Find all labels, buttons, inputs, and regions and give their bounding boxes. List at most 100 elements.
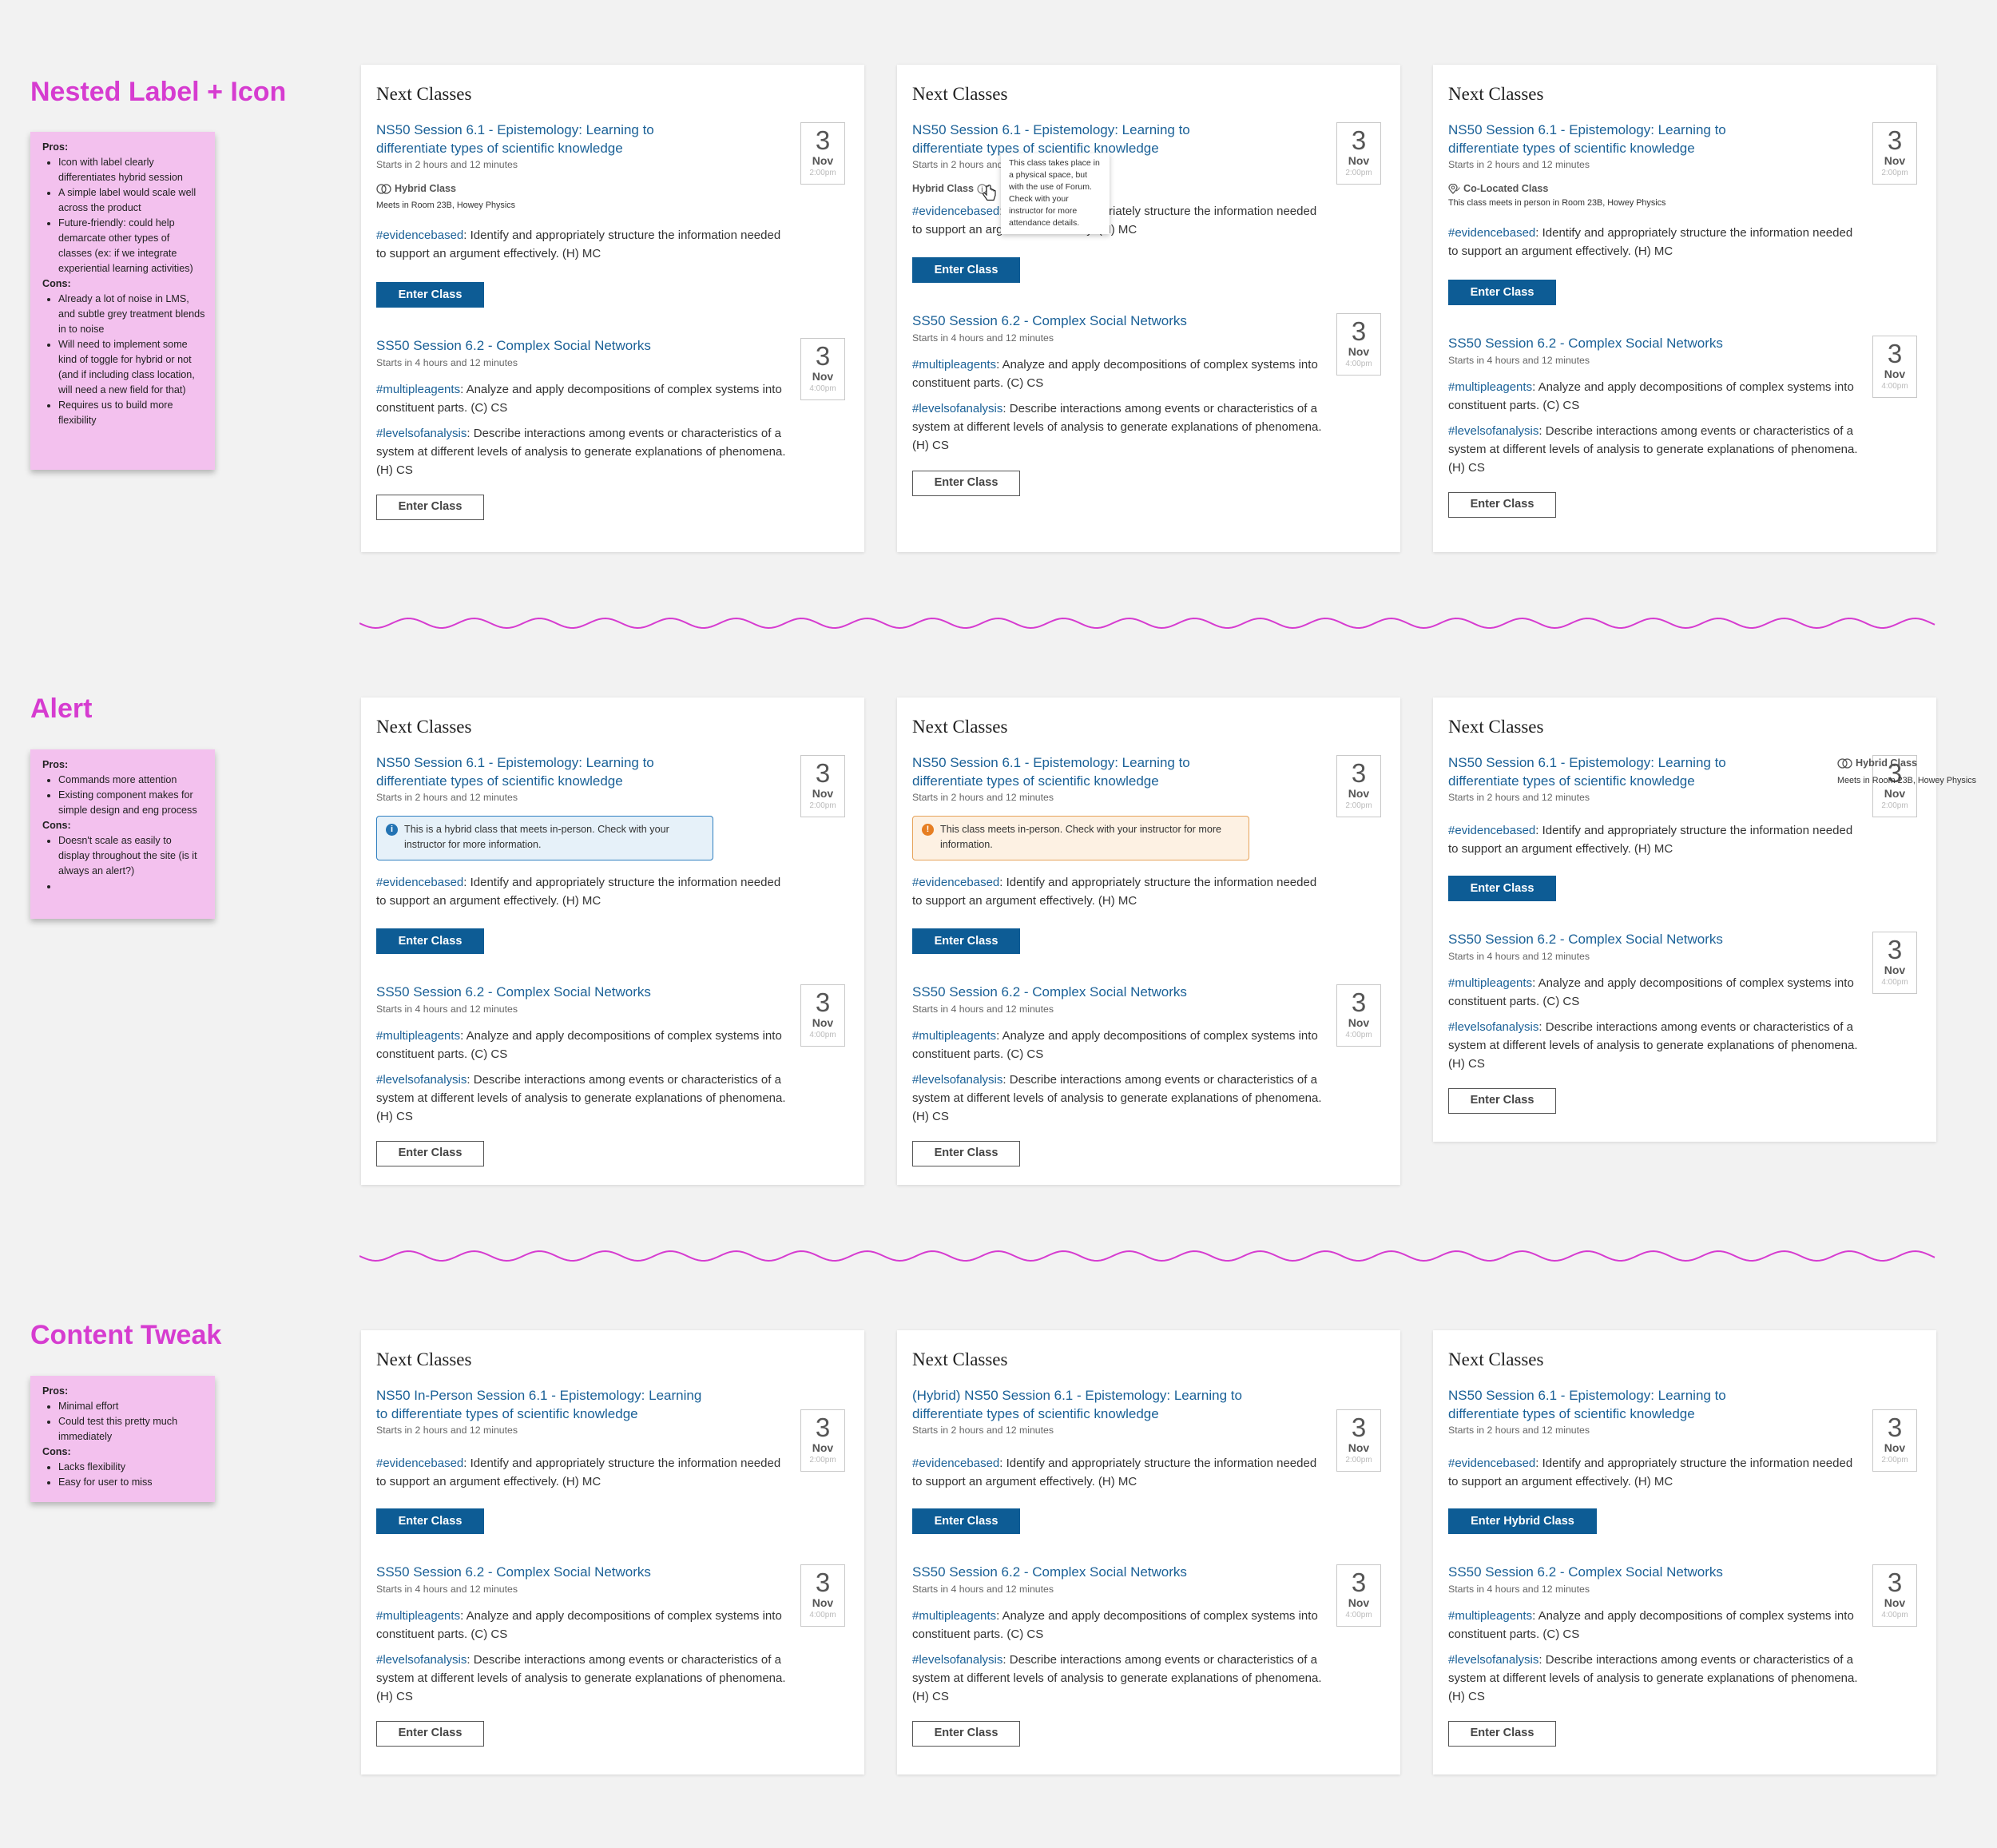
date-badge: 3 Nov 2:00pm xyxy=(800,1409,845,1472)
card-heading: Next Classes xyxy=(376,84,472,104)
date-time: 4:00pm xyxy=(1345,1611,1372,1619)
class-title-link[interactable]: SS50 Session 6.2 - Complex Social Networ… xyxy=(376,1564,651,1580)
outcome-tag-link[interactable]: #evidencebased xyxy=(912,205,1000,218)
outcome-tag-link[interactable]: #evidencebased xyxy=(912,876,1000,889)
date-time: 4:00pm xyxy=(1881,382,1908,391)
outcome-tag-link[interactable]: #levelsofanalysis xyxy=(1448,1020,1539,1034)
enter-class-button[interactable]: Enter Class xyxy=(912,928,1020,954)
enter-class-button[interactable]: Enter Class xyxy=(912,1141,1020,1166)
class-title-link[interactable]: SS50 Session 6.2 - Complex Social Networ… xyxy=(1448,336,1723,351)
class-start-time: Starts in 4 hours and 12 minutes xyxy=(376,357,518,368)
learning-outcome: #evidencebased: Identify and appropriate… xyxy=(376,1454,792,1491)
outcome-tag-link[interactable]: #levelsofanalysis xyxy=(912,1653,1003,1667)
class-title-link[interactable]: SS50 Session 6.2 - Complex Social Networ… xyxy=(912,313,1187,328)
outcome-tag-link[interactable]: #levelsofanalysis xyxy=(912,402,1003,415)
section-title-alert: Alert xyxy=(30,693,93,724)
date-time: 2:00pm xyxy=(1345,1456,1372,1464)
location-text: This class meets in person in Room 23B, … xyxy=(1448,198,1666,208)
learning-outcome: #levelsofanalysis: Describe interactions… xyxy=(1448,1651,1864,1706)
learning-outcome: #evidencebased: Identify and appropriate… xyxy=(1448,1454,1864,1491)
class-start-time: Starts in 4 hours and 12 minutes xyxy=(1448,951,1590,962)
outcome-tag-link[interactable]: #levelsofanalysis xyxy=(376,1073,467,1087)
date-day: 3 xyxy=(1351,1568,1367,1597)
outcome-tag-link[interactable]: #multipleagents xyxy=(376,383,461,396)
class-title-link[interactable]: SS50 Session 6.2 - Complex Social Networ… xyxy=(1448,1564,1723,1580)
outcome-tag-link[interactable]: #multipleagents xyxy=(912,1029,997,1043)
cons-label: Cons: xyxy=(42,820,71,831)
date-month: Nov xyxy=(1348,1596,1370,1609)
enter-class-button[interactable]: Enter Class xyxy=(912,471,1020,496)
date-badge: 3 Nov 4:00pm xyxy=(800,338,845,400)
class-title-link[interactable]: NS50 Session 6.1 - Epistemology: Learnin… xyxy=(376,122,654,156)
enter-class-button[interactable]: Enter Class xyxy=(376,1508,484,1534)
enter-class-button[interactable]: Enter Class xyxy=(912,257,1020,283)
outcome-tag-link[interactable]: #evidencebased xyxy=(376,229,464,242)
outcome-tag-link[interactable]: #levelsofanalysis xyxy=(912,1073,1003,1087)
class-title-link[interactable]: (Hybrid) NS50 Session 6.1 - Epistemology… xyxy=(912,1388,1242,1421)
date-month: Nov xyxy=(1884,787,1906,800)
class-start-time: Starts in 2 hours and 12 minutes xyxy=(1448,1425,1590,1436)
enter-hybrid-class-button[interactable]: Enter Hybrid Class xyxy=(1448,1508,1597,1534)
outcome-tag-link[interactable]: #multipleagents xyxy=(1448,976,1533,990)
outcome-tag-link[interactable]: #levelsofanalysis xyxy=(1448,1653,1539,1667)
class-title-link[interactable]: NS50 Session 6.1 - Epistemology: Learnin… xyxy=(1448,755,1726,789)
enter-class-button[interactable]: Enter Class xyxy=(376,282,484,308)
co-located-label-text: Co-Located Class xyxy=(1463,183,1549,194)
outcome-tag-link[interactable]: #levelsofanalysis xyxy=(376,427,467,440)
outcome-tag-link[interactable]: #levelsofanalysis xyxy=(376,1653,467,1667)
outcome-text: : Identify and appropriately structure t… xyxy=(1448,824,1853,856)
enter-class-button[interactable]: Enter Class xyxy=(376,1721,484,1747)
date-day: 3 xyxy=(1887,339,1903,368)
enter-class-button[interactable]: Enter Class xyxy=(1448,492,1556,518)
class-title-link[interactable]: NS50 Session 6.1 - Epistemology: Learnin… xyxy=(376,755,654,789)
class-title-link[interactable]: SS50 Session 6.2 - Complex Social Networ… xyxy=(1448,932,1723,947)
card-heading: Next Classes xyxy=(376,717,472,737)
outcome-text: : Analyze and apply decompositions of co… xyxy=(376,1029,782,1061)
outcome-tag-link[interactable]: #multipleagents xyxy=(376,1609,461,1623)
class-start-time: Starts in 2 hours and 12 minutes xyxy=(912,1425,1054,1436)
outcome-text: : Describe interactions among events or … xyxy=(376,1653,786,1703)
outcome-tag-link[interactable]: #levelsofanalysis xyxy=(1448,424,1539,438)
class-title-link[interactable]: NS50 Session 6.1 - Epistemology: Learnin… xyxy=(1448,122,1726,156)
enter-class-button[interactable]: Enter Class xyxy=(912,1721,1020,1747)
enter-class-button[interactable]: Enter Class xyxy=(1448,876,1556,901)
outcome-tag-link[interactable]: #multipleagents xyxy=(912,1609,997,1623)
learning-outcome: #multipleagents: Analyze and apply decom… xyxy=(912,1607,1328,1643)
class-title-link[interactable]: SS50 Session 6.2 - Complex Social Networ… xyxy=(912,1564,1187,1580)
note-item: A simple label would scale well across t… xyxy=(58,185,205,216)
class-title-link[interactable]: SS50 Session 6.2 - Complex Social Networ… xyxy=(376,338,651,353)
date-time: 2:00pm xyxy=(809,1456,836,1464)
next-classes-card: Next Classes NS50 In-Person Session 6.1 … xyxy=(361,1330,864,1774)
enter-class-button[interactable]: Enter Class xyxy=(1448,1721,1556,1747)
learning-outcome: #multipleagents: Analyze and apply decom… xyxy=(1448,974,1864,1011)
enter-class-button[interactable]: Enter Class xyxy=(1448,1088,1556,1114)
class-title-link[interactable]: NS50 In-Person Session 6.1 - Epistemolog… xyxy=(376,1388,702,1421)
outcome-tag-link[interactable]: #evidencebased xyxy=(1448,1457,1536,1470)
class-title-link[interactable]: NS50 Session 6.1 - Epistemology: Learnin… xyxy=(912,122,1190,156)
outcome-text: : Analyze and apply decompositions of co… xyxy=(376,383,782,415)
class-title-link[interactable]: SS50 Session 6.2 - Complex Social Networ… xyxy=(376,984,651,1000)
enter-class-button[interactable]: Enter Class xyxy=(376,495,484,520)
outcome-tag-link[interactable]: #multipleagents xyxy=(912,358,997,372)
class-start-time: Starts in 2 hours and 12 minutes xyxy=(1448,159,1590,170)
enter-class-button[interactable]: Enter Class xyxy=(376,928,484,954)
enter-class-button[interactable]: Enter Class xyxy=(376,1141,484,1166)
class-title-link[interactable]: NS50 Session 6.1 - Epistemology: Learnin… xyxy=(912,755,1190,789)
outcome-tag-link[interactable]: #evidencebased xyxy=(376,876,464,889)
learning-outcome: #evidencebased: Identify and appropriate… xyxy=(1448,224,1864,260)
outcome-tag-link[interactable]: #evidencebased xyxy=(1448,824,1536,837)
class-start-time: Starts in 4 hours and 12 minutes xyxy=(1448,355,1590,366)
date-badge: 3 Nov 4:00pm xyxy=(1872,336,1917,398)
outcome-tag-link[interactable]: #multipleagents xyxy=(376,1029,461,1043)
outcome-tag-link[interactable]: #multipleagents xyxy=(1448,1609,1533,1623)
class-title-link[interactable]: SS50 Session 6.2 - Complex Social Networ… xyxy=(912,984,1187,1000)
enter-class-button[interactable]: Enter Class xyxy=(1448,280,1556,305)
enter-class-button[interactable]: Enter Class xyxy=(912,1508,1020,1534)
outcome-tag-link[interactable]: #evidencebased xyxy=(1448,226,1536,240)
class-title-link[interactable]: NS50 Session 6.1 - Epistemology: Learnin… xyxy=(1448,1388,1726,1421)
date-time: 2:00pm xyxy=(1881,801,1908,810)
outcome-tag-link[interactable]: #evidencebased xyxy=(912,1457,1000,1470)
outcome-tag-link[interactable]: #evidencebased xyxy=(376,1457,464,1470)
outcome-tag-link[interactable]: #multipleagents xyxy=(1448,380,1533,394)
learning-outcome: #levelsofanalysis: Describe interactions… xyxy=(912,1071,1328,1126)
